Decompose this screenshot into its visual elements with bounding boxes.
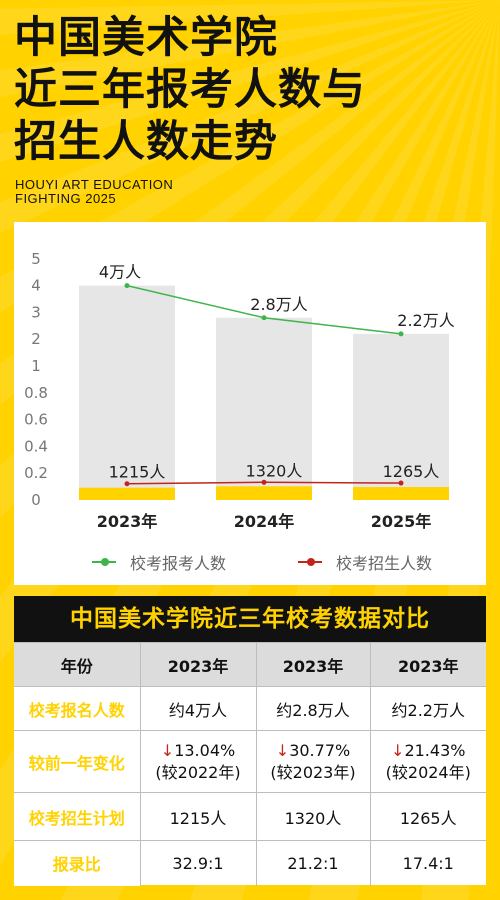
header-year-label: 年份	[14, 642, 140, 687]
change-compare: (较2022年)	[155, 762, 241, 782]
cell-change-2024: ↓30.77% (较2023年)	[255, 730, 370, 793]
cell-applicants-2024: 约2.8万人	[255, 686, 370, 731]
chart-card: 5 4 3 2 1 0.8 0.6 0.4 0.2 0 4万人 2.8万人 2.2万人 1215人 1320…	[14, 222, 486, 585]
line-applicants-point	[261, 315, 267, 321]
data-label-admissions: 1320人	[246, 461, 303, 480]
y-tick-label: 0.4	[24, 437, 48, 455]
chart-legend: 校考报考人数 校考招生人数	[14, 550, 486, 574]
data-label-applicants: 2.2万人	[397, 311, 454, 330]
cell-plan-2024: 1320人	[255, 792, 370, 841]
cell-plan-2025: 1265人	[369, 792, 486, 841]
down-arrow-icon: ↓	[391, 740, 405, 760]
bar-admissions	[353, 487, 449, 500]
change-compare: (较2023年)	[270, 762, 356, 782]
table-row: 较前一年变化 ↓13.04% (较2022年) ↓30.77% (较2023年)…	[14, 730, 486, 793]
line-admissions-point	[398, 480, 404, 486]
title-line-2: 近三年报考人数与	[14, 65, 366, 115]
cell-applicants-2025: 约2.2万人	[369, 686, 486, 731]
y-tick-label: 3	[31, 303, 41, 321]
x-tick-label: 2025年	[371, 512, 432, 531]
cell-plan-2023: 1215人	[139, 792, 256, 841]
bar-admissions	[79, 487, 175, 500]
line-applicants-point	[398, 331, 404, 337]
y-tick-label: 0	[31, 491, 41, 509]
row-label-applicants: 校考报名人数	[14, 686, 140, 731]
data-label-admissions: 1265人	[383, 462, 440, 481]
bar-admissions	[216, 486, 312, 500]
change-compare: (较2024年)	[385, 762, 471, 782]
title-line-3: 招生人数走势	[14, 117, 278, 167]
data-label-applicants: 4万人	[99, 263, 141, 282]
change-percent: 30.77%	[289, 740, 351, 760]
comparison-table: 年份 2023年 2023年 2023年 校考报名人数 约4万人 约2.8万人 …	[14, 642, 486, 886]
row-label-ratio: 报录比	[14, 840, 140, 886]
y-tick-label: 0.6	[24, 411, 48, 429]
x-tick-label: 2023年	[97, 512, 158, 531]
table-header-row: 年份 2023年 2023年 2023年	[14, 642, 486, 687]
line-admissions-point	[261, 479, 267, 485]
table-row: 报录比 32.9:1 21.2:1 17.4:1	[14, 840, 486, 886]
subtitle-line-2: FIGHTING 2025	[15, 191, 117, 206]
down-arrow-icon: ↓	[160, 740, 175, 760]
cell-change-2023: ↓13.04% (较2022年)	[139, 730, 256, 793]
line-applicants-point	[124, 283, 130, 289]
header-year-3: 2023年	[369, 642, 486, 687]
y-tick-label: 0.2	[24, 464, 48, 482]
cell-ratio-2023: 32.9:1	[139, 840, 256, 886]
comparison-table-card: 中国美术学院近三年校考数据对比 年份 2023年 2023年 2023年 校考报…	[14, 596, 486, 886]
legend-swatch-applicants	[92, 558, 116, 566]
data-label-admissions: 1215人	[109, 463, 166, 482]
row-label-change: 较前一年变化	[14, 730, 140, 793]
table-row: 校考报名人数 约4万人 约2.8万人 约2.2万人	[14, 686, 486, 731]
legend-label-applicants: 校考报考人数	[130, 554, 227, 573]
y-tick-label: 2	[31, 330, 41, 348]
row-label-plan: 校考招生计划	[14, 792, 140, 841]
change-percent: 13.04%	[174, 740, 236, 760]
page-title: 中国美术学院 近三年报考人数与 招生人数走势	[14, 12, 366, 168]
subtitle-line-1: HOUYI ART EDUCATION	[15, 177, 174, 192]
y-tick-label: 4	[31, 277, 41, 295]
y-tick-label: 1	[31, 357, 41, 375]
bar-applicants	[79, 285, 175, 500]
bar-applicants	[353, 333, 449, 500]
y-tick-label: 0.8	[24, 384, 48, 402]
table-row: 校考招生计划 1215人 1320人 1265人	[14, 792, 486, 841]
x-tick-label: 2024年	[234, 512, 295, 531]
title-line-1: 中国美术学院	[14, 13, 278, 63]
cell-ratio-2024: 21.2:1	[255, 840, 370, 886]
line-admissions-point	[124, 481, 130, 487]
y-tick-label: 5	[31, 250, 41, 268]
cell-applicants-2023: 约4万人	[139, 686, 256, 731]
legend-swatch-admissions	[298, 558, 322, 566]
brand-subtitle: HOUYI ART EDUCATION FIGHTING 2025	[15, 178, 173, 206]
header-year-1: 2023年	[139, 642, 256, 687]
data-label-applicants: 2.8万人	[250, 295, 307, 314]
down-arrow-icon: ↓	[275, 740, 290, 760]
trend-chart: 5 4 3 2 1 0.8 0.6 0.4 0.2 0 4万人 2.8万人 2.2万人 1215人 1320…	[24, 250, 455, 531]
legend-item-admissions: 校考招生人数	[298, 550, 432, 574]
bar-applicants	[216, 317, 312, 500]
header-year-2: 2023年	[255, 642, 370, 687]
legend-item-applicants: 校考报考人数	[92, 550, 226, 574]
cell-change-2025: ↓21.43% (较2024年)	[369, 730, 486, 793]
table-title: 中国美术学院近三年校考数据对比	[14, 596, 486, 642]
legend-label-admissions: 校考招生人数	[336, 554, 433, 573]
change-percent: 21.43%	[404, 740, 466, 760]
cell-ratio-2025: 17.4:1	[369, 840, 486, 886]
